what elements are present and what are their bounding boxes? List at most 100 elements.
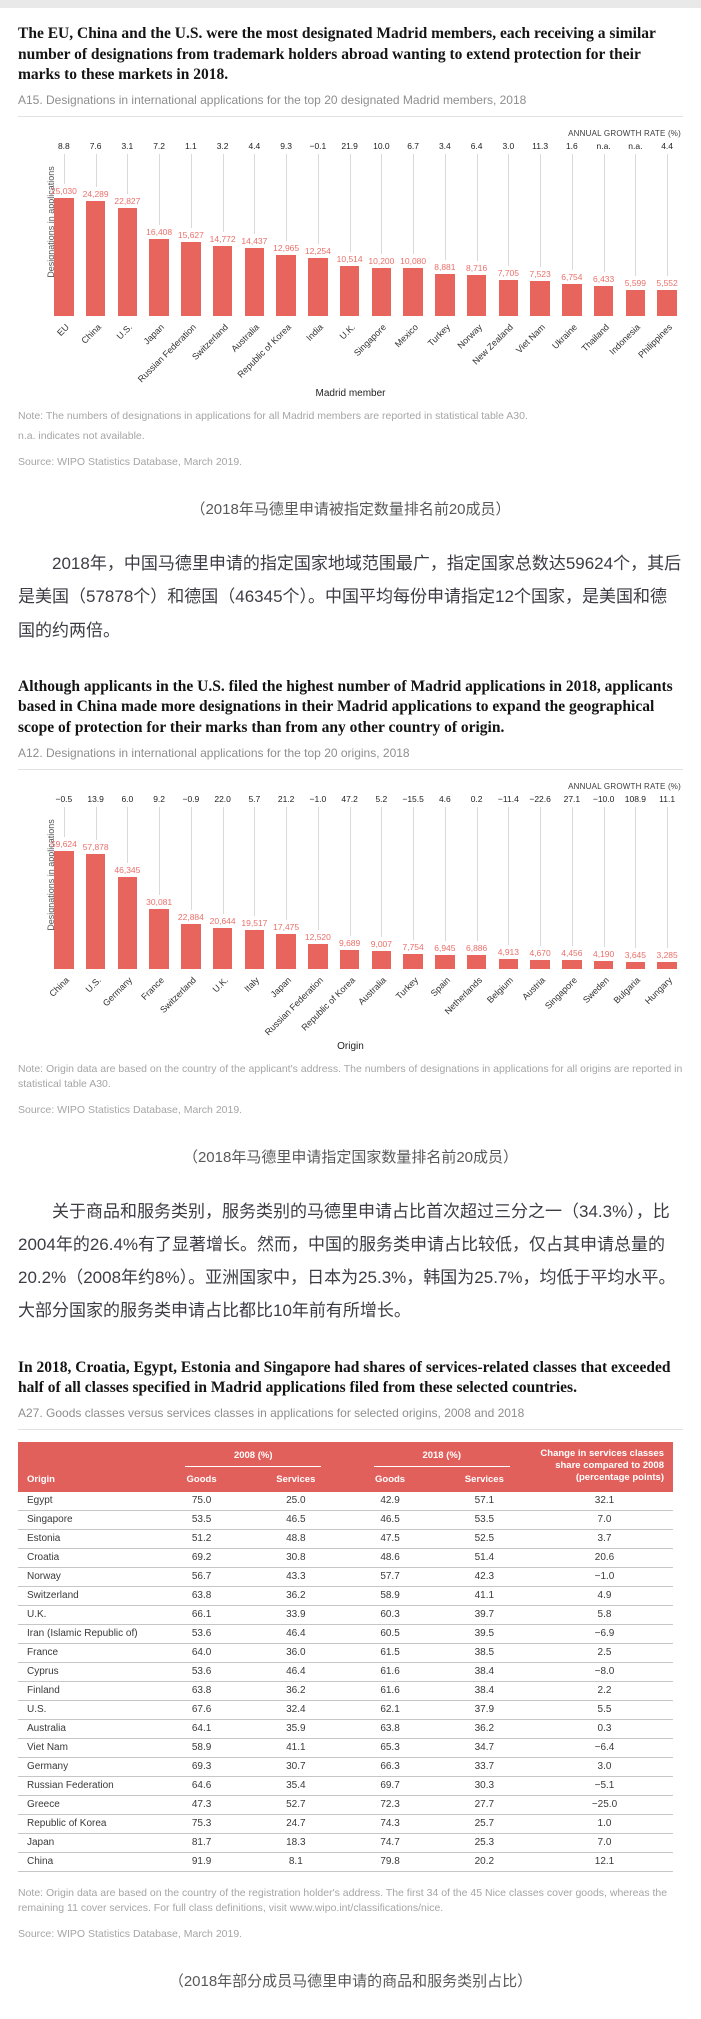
chart-column: 3.4 8,881 [429, 141, 461, 316]
table-row: U.S. 67.6 32.4 62.1 37.9 5.5 [18, 1700, 673, 1720]
value-cell: 39.5 [432, 1624, 536, 1644]
chart-column: 4.4 5,552 [651, 141, 683, 316]
value-cell: 36.2 [244, 1586, 348, 1606]
bar-value-label: 12,965 [273, 242, 300, 253]
bar-value-label: 14,772 [209, 233, 236, 244]
value-cell: 32.1 [536, 1491, 673, 1511]
value-cell: 58.9 [159, 1738, 245, 1758]
value-cell: 65.3 [347, 1738, 433, 1758]
bar [466, 274, 487, 316]
chart-column: n.a. 5,599 [620, 141, 652, 316]
leader-line [444, 153, 446, 260]
figure-caption: （2018年马德里申请被指定数量排名前20成员） [190, 501, 511, 519]
value-cell: −6.4 [536, 1738, 673, 1758]
value-cell: 61.6 [347, 1662, 433, 1682]
leader-line [222, 806, 224, 914]
chart-a15: ANNUAL GROWTH RATE (%) Designations in a… [18, 119, 683, 399]
bar-value-label: 22,884 [177, 911, 204, 922]
chart-column: 3.1 22,827 [112, 141, 144, 316]
group-header-2018: 2018 (%) [347, 1441, 536, 1471]
x-labels: EU China U.S. Japan Russian Federation Switze… [48, 316, 683, 386]
bar-value-label: 6,945 [434, 942, 456, 953]
bar [54, 197, 74, 316]
table-source: Source: WIPO Statistics Database, March … [18, 1928, 243, 1941]
x-axis-title: Origin [337, 1040, 364, 1052]
leader-line [286, 153, 288, 241]
bar [371, 950, 392, 969]
value-cell: 32.4 [244, 1700, 348, 1720]
bar-value-label: 19,517 [241, 917, 268, 928]
bar-value-label: 20,644 [209, 915, 236, 926]
chart-column: 3.2 14,772 [207, 141, 239, 316]
table-row: Australia 64.1 35.9 63.8 36.2 0.3 [18, 1719, 673, 1739]
chart-column: −0.9 22,884 [175, 794, 207, 969]
value-cell: 67.6 [159, 1700, 245, 1720]
value-cell: 52.7 [244, 1795, 348, 1815]
leader-line [603, 153, 605, 272]
bar-value-label: 12,254 [304, 245, 331, 256]
chart-column: 0.2 6,886 [461, 794, 493, 969]
table-row: China 91.9 8.1 79.8 20.2 12.1 [18, 1852, 673, 1872]
growth-rate-label: 3.1 [121, 140, 134, 151]
origin-cell: Germany [18, 1757, 159, 1777]
figure-label-a15: A15. Designations in international appli… [18, 93, 683, 117]
origin-cell: Iran (Islamic Republic of) [18, 1624, 159, 1644]
value-cell: −6.9 [536, 1624, 673, 1644]
chart-column: −0.1 12,254 [302, 141, 334, 316]
bar [149, 238, 169, 316]
leader-line [349, 153, 351, 252]
chart-column: 21.2 17,475 [270, 794, 302, 969]
bar-value-label: 4,670 [529, 947, 551, 958]
section1-heading: The EU, China and the U.S. were the most… [18, 25, 656, 84]
value-cell: 35.4 [244, 1776, 348, 1796]
leader-line [159, 153, 161, 225]
table-row: Iran (Islamic Republic of) 53.6 46.4 60.5 39… [18, 1624, 673, 1644]
bar [498, 279, 519, 316]
value-cell: 69.3 [159, 1757, 245, 1777]
value-cell: 25.7 [432, 1814, 536, 1834]
origin-cell: Greece [18, 1795, 159, 1815]
value-cell: 61.6 [347, 1681, 433, 1701]
bar-value-label: 4,913 [497, 946, 520, 957]
paragraph-1: 2018年，中国马德里申请的指定国家地域范围最广，指定国家总数达59624个，其… [18, 554, 682, 640]
bar [403, 267, 423, 316]
table-row: Greece 47.3 52.7 72.3 27.7 −25.0 [18, 1795, 673, 1815]
bar [339, 949, 360, 969]
value-cell: 75.3 [159, 1814, 245, 1834]
value-cell: 51.4 [432, 1548, 536, 1568]
bar [181, 241, 201, 316]
bar [339, 265, 360, 316]
leader-line [381, 806, 383, 937]
growth-rate-label: 6.4 [470, 140, 483, 151]
leader-line [254, 153, 256, 234]
bar [276, 933, 296, 969]
growth-rate-label: 6.7 [407, 140, 420, 151]
bar [625, 289, 646, 316]
chart-column: 27.1 4,456 [556, 794, 588, 969]
bar [530, 280, 550, 316]
value-cell: 30.8 [244, 1548, 348, 1568]
bar [593, 285, 614, 316]
value-cell: 69.7 [347, 1776, 433, 1796]
bar-value-label: 24,289 [82, 188, 109, 199]
value-cell: 53.5 [159, 1510, 245, 1530]
origin-cell: U.K. [18, 1605, 159, 1625]
table-row: Cyprus 53.6 46.4 61.6 38.4 −8.0 [18, 1662, 673, 1682]
bar [562, 959, 582, 969]
bar [435, 954, 455, 969]
annual-growth-rate-label: ANNUAL GROWTH RATE (%) [568, 128, 681, 138]
value-cell: 4.9 [536, 1586, 673, 1606]
value-cell: 38.5 [432, 1643, 536, 1663]
chart-column: −22.6 4,670 [524, 794, 556, 969]
value-cell: 66.1 [159, 1605, 245, 1625]
value-cell: 7.0 [536, 1833, 673, 1853]
plot-area: Designations in applications 8.8 25,030 7.… [46, 140, 683, 316]
value-cell: 25.0 [244, 1491, 348, 1511]
col-header-change: Change in services classes share compare… [536, 1441, 673, 1492]
growth-rate-label: −0.9 [182, 793, 200, 804]
leader-line [127, 153, 129, 194]
bar-value-label: 8,881 [434, 261, 456, 272]
growth-rate-label: −10.0 [592, 793, 615, 804]
leader-line [635, 153, 637, 276]
bar [657, 289, 677, 316]
